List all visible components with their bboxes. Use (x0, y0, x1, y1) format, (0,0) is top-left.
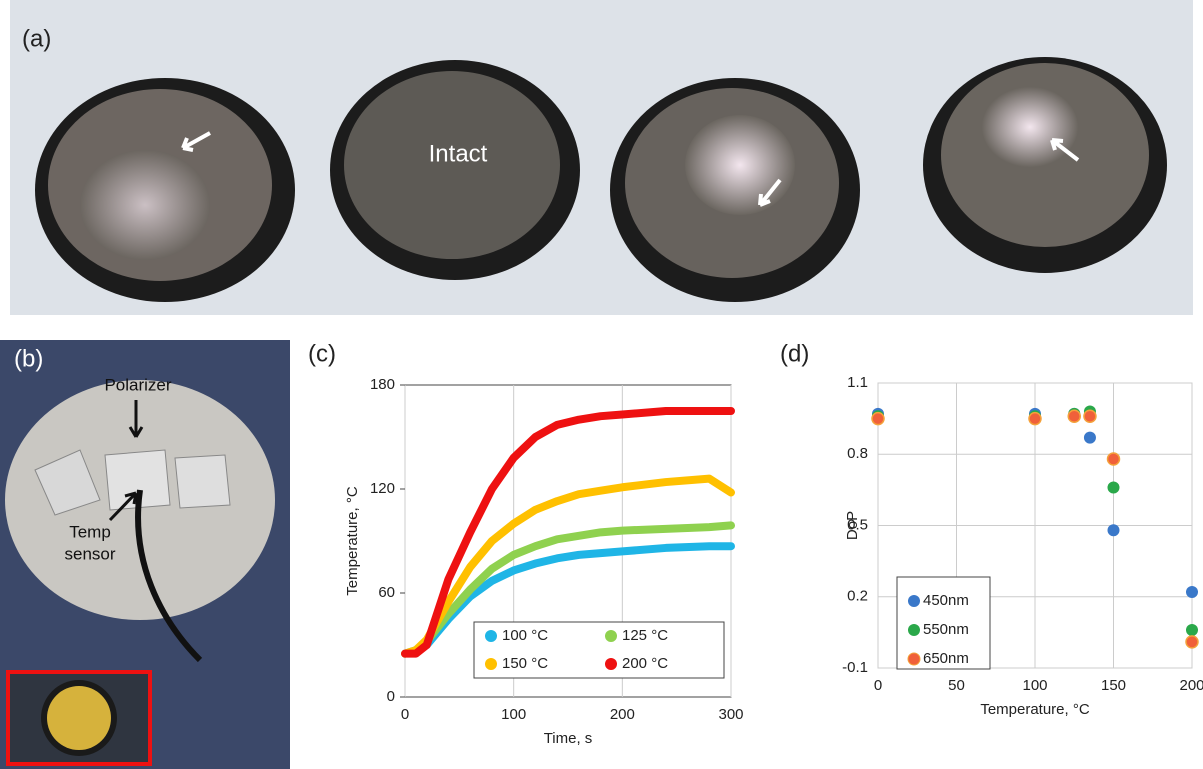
x-axis-label: Time, s (544, 730, 593, 747)
data-point (1186, 586, 1198, 598)
x-tick-label: 300 (718, 706, 743, 723)
legend-swatch (907, 652, 921, 666)
annotation: sensor (64, 544, 115, 563)
y-tick-label: 0 (387, 688, 395, 705)
data-line (401, 407, 735, 658)
y-tick-label: 0.2 (847, 588, 868, 605)
y-tick-label: -0.1 (842, 659, 868, 676)
legend-label: 150 °C (502, 655, 548, 672)
y-tick-label: 180 (370, 376, 395, 393)
x-tick-label: 200 (1179, 677, 1203, 694)
x-tick-label: 100 (1022, 677, 1047, 694)
data-point (1083, 431, 1096, 444)
y-tick-label: 0.5 (847, 516, 868, 533)
legend-label: 650nm (923, 650, 969, 667)
annotation: Temp (69, 522, 111, 541)
x-tick-label: 0 (401, 706, 409, 723)
data-point (1186, 624, 1198, 636)
y-tick-label: 120 (370, 480, 395, 497)
data-point (1067, 409, 1081, 423)
legend (473, 621, 725, 679)
legend-label: 125 °C (622, 627, 668, 644)
legend-label: 200 °C (622, 655, 668, 672)
legend-label: 550nm (923, 621, 969, 638)
data-point (1106, 452, 1121, 466)
data-point (871, 411, 885, 426)
data-point (1185, 635, 1199, 649)
x-tick-label: 100 (501, 706, 526, 723)
panel-label: (b) (14, 345, 43, 372)
data-point (1028, 411, 1042, 426)
data-point (1107, 481, 1120, 494)
data-point (1083, 409, 1097, 423)
photo-a: (a) Intact (10, 0, 1193, 315)
legend-swatch (605, 658, 617, 670)
x-tick-label: 0 (874, 677, 882, 694)
x-tick-label: 150 (1101, 677, 1126, 694)
y-axis-label: Temperature, °C (344, 486, 361, 596)
panel-label: (c) (308, 340, 336, 367)
legend-swatch (485, 658, 497, 670)
y-tick-label: 0.8 (847, 445, 868, 462)
legend-swatch (605, 630, 617, 642)
y-tick-label: 60 (378, 584, 395, 601)
x-tick-label: 200 (610, 706, 635, 723)
legend-swatch (908, 624, 920, 636)
x-axis-label: Temperature, °C (980, 701, 1090, 718)
panel-label: (a) (22, 25, 51, 52)
panel-label: (d) (780, 340, 809, 367)
data-point (1107, 524, 1120, 537)
y-tick-label: 1.1 (847, 374, 868, 391)
legend-swatch (485, 630, 497, 642)
photo-b: (b) Polarizer Temp sensor (0, 340, 290, 769)
x-tick-label: 50 (948, 677, 965, 694)
legend-label: 100 °C (502, 627, 548, 644)
annotation: Intact (429, 140, 488, 167)
legend-label: 450nm (923, 592, 969, 609)
legend-swatch (908, 595, 920, 607)
annotation: Polarizer (104, 375, 171, 394)
y-axis-label: DoP (844, 511, 861, 540)
